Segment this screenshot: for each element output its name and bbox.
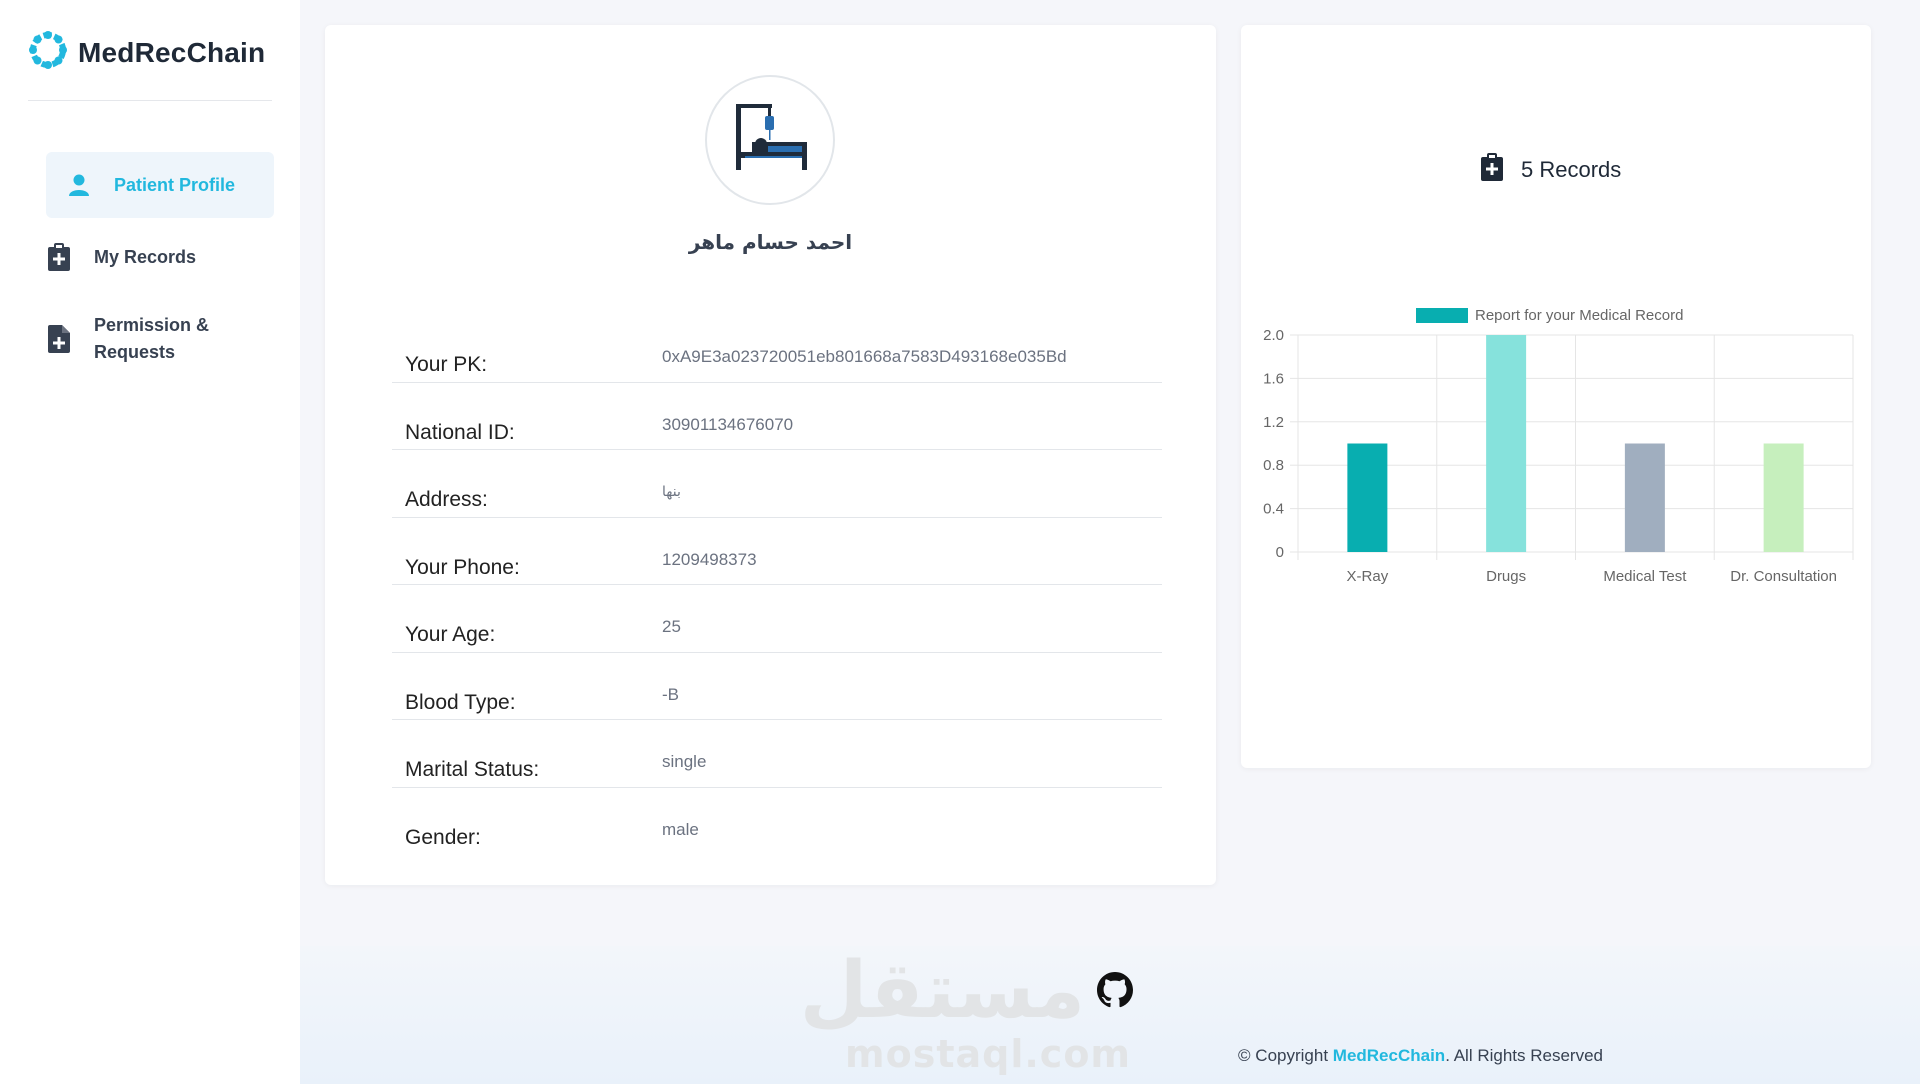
x-axis: X-Ray Drugs Medical Test Dr. Consultation bbox=[1347, 568, 1837, 585]
y-tick-label: 0 bbox=[1276, 544, 1284, 561]
y-tick-label: 0.8 bbox=[1263, 457, 1284, 474]
field-label: Your Age: bbox=[405, 623, 496, 646]
copyright-prefix: © Copyright bbox=[1238, 1046, 1333, 1065]
field-value: بنها bbox=[662, 484, 681, 500]
field-label: Your PK: bbox=[405, 353, 488, 376]
legend-swatch[interactable] bbox=[1416, 308, 1468, 323]
sidebar-item-label: Permission & bbox=[94, 315, 210, 335]
sidebar-item-patient-profile[interactable]: Patient Profile bbox=[46, 152, 274, 218]
y-tick-label: 1.6 bbox=[1263, 370, 1284, 387]
clipboard-plus-icon bbox=[1481, 153, 1503, 187]
sidebar-item-permission-requests[interactable]: Permission & Requests bbox=[46, 312, 209, 366]
hospital-bed-icon bbox=[732, 102, 808, 179]
file-plus-icon bbox=[46, 325, 72, 353]
user-icon bbox=[66, 173, 92, 197]
field-row-address: Address: بنها bbox=[392, 450, 1162, 518]
footer: مستقل mostaql.com © Copyright MedRecChai… bbox=[300, 946, 1920, 1084]
x-tick-label: Dr. Consultation bbox=[1730, 568, 1837, 585]
records-summary: 5 Records bbox=[1481, 153, 1621, 187]
field-value: 25 bbox=[662, 617, 681, 636]
field-label: Address: bbox=[405, 488, 488, 511]
legend-label[interactable]: Report for your Medical Record bbox=[1475, 307, 1683, 324]
field-value: 0xA9E3a023720051eb801668a7583D493168e035… bbox=[662, 347, 1067, 366]
profile-card: احمد حسام ماهر Your PK: 0xA9E3a023720051… bbox=[325, 25, 1216, 885]
field-value: 30901134676070 bbox=[662, 414, 794, 434]
x-tick-label: X-Ray bbox=[1347, 568, 1389, 585]
bar[interactable] bbox=[1347, 443, 1388, 553]
bar[interactable] bbox=[1763, 443, 1804, 553]
watermark-latin: mostaql.com bbox=[845, 1032, 1132, 1076]
watermark: مستقل mostaql.com bbox=[799, 946, 1132, 1076]
bar-chart: Report for your Medical Record 2.0 1.6 1.2… bbox=[1263, 307, 1854, 585]
y-tick-label: 1.2 bbox=[1263, 414, 1284, 431]
records-count: 5 Records bbox=[1521, 157, 1622, 182]
sidebar: MedRecChain Patient Profile My Records P… bbox=[0, 0, 300, 408]
field-value: B- bbox=[662, 684, 680, 704]
github-icon[interactable] bbox=[1097, 972, 1133, 1013]
sidebar-item-label-line2: Requests bbox=[94, 342, 176, 362]
field-row-national-id: National ID: 30901134676070 bbox=[392, 383, 1162, 450]
field-row-blood-type: Blood Type: B- bbox=[392, 653, 1162, 720]
field-row-pk: Your PK: 0xA9E3a023720051eb801668a7583D4… bbox=[392, 315, 1162, 383]
records-chart-card: 5 Records Report for your Medical Record… bbox=[1241, 25, 1871, 768]
field-row-marital-status: Marital Status: single bbox=[392, 720, 1162, 788]
sidebar-item-label: Patient Profile bbox=[114, 174, 236, 195]
copyright-brand-link[interactable]: MedRecChain bbox=[1332, 1046, 1446, 1065]
clipboard-plus-icon bbox=[46, 243, 72, 271]
chart-bars bbox=[1347, 335, 1804, 553]
y-tick-label: 2.0 bbox=[1263, 327, 1284, 344]
y-axis: 2.0 1.6 1.2 0.8 0.4 0 bbox=[1263, 327, 1284, 561]
field-value: 1209498373 bbox=[662, 549, 757, 569]
field-row-gender: Gender: male bbox=[392, 788, 1162, 856]
field-value: single bbox=[662, 752, 707, 771]
copyright-suffix: . All Rights Reserved bbox=[1445, 1046, 1603, 1065]
profile-fields: Your PK: 0xA9E3a023720051eb801668a7583D4… bbox=[392, 315, 1162, 855]
y-tick-label: 0.4 bbox=[1263, 501, 1284, 518]
bar[interactable] bbox=[1624, 443, 1665, 553]
chart-grid bbox=[1290, 334, 1854, 560]
brand-name: MedRecChain bbox=[78, 36, 266, 68]
field-label: Your Phone: bbox=[405, 555, 520, 579]
divider bbox=[28, 100, 272, 101]
field-value: male bbox=[662, 819, 699, 839]
avatar bbox=[705, 75, 835, 205]
logo-icon bbox=[26, 28, 70, 77]
sidebar-item-label: My Records bbox=[94, 246, 197, 267]
bar[interactable] bbox=[1486, 335, 1527, 552]
x-tick-label: Medical Test bbox=[1603, 568, 1687, 585]
patient-name: احمد حسام ماهر bbox=[688, 230, 853, 254]
field-label: Marital Status: bbox=[405, 758, 540, 781]
field-row-age: Your Age: 25 bbox=[392, 585, 1162, 653]
sidebar-item-label-block: Permission & Requests bbox=[94, 312, 209, 366]
brand[interactable]: MedRecChain bbox=[26, 28, 265, 77]
field-row-phone: Your Phone: 1209498373 bbox=[392, 518, 1162, 585]
sidebar-lower bbox=[0, 408, 300, 1084]
watermark-arabic: مستقل bbox=[799, 946, 1085, 1036]
field-label: Gender: bbox=[405, 825, 481, 849]
copyright: © Copyright MedRecChain. All Rights Rese… bbox=[300, 1046, 1603, 1066]
field-label: Blood Type: bbox=[405, 690, 516, 714]
field-label: National ID: bbox=[405, 420, 515, 444]
x-tick-label: Drugs bbox=[1486, 568, 1526, 585]
sidebar-item-my-records[interactable]: My Records bbox=[46, 243, 196, 271]
